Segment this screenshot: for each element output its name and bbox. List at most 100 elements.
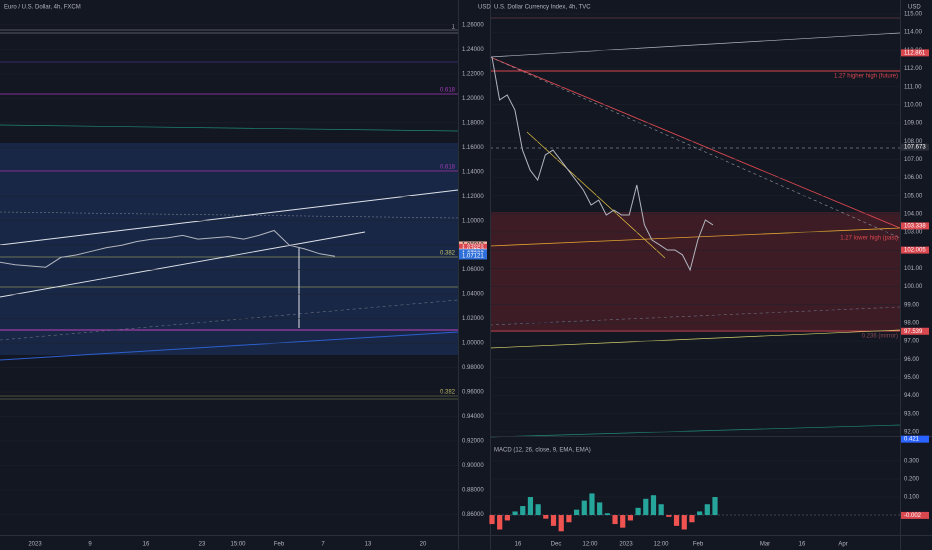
y-tick-label: 110.00 <box>904 102 923 108</box>
x-tick-label: Dec <box>551 542 562 548</box>
y-tick-label: 1.26000 <box>462 23 484 29</box>
y-tick-label: 1.00000 <box>462 341 484 347</box>
x-tick-label: 2023 <box>619 542 633 548</box>
y-tick-label: 100.00 <box>904 284 923 290</box>
y-tick-label: 1.12000 <box>462 194 484 200</box>
histogram-bar <box>681 515 687 530</box>
histogram-bar <box>512 511 518 516</box>
histogram-bar <box>497 515 503 530</box>
price-label: 107.673 <box>904 145 926 151</box>
price-label-bg <box>901 222 929 230</box>
y-tick-label: 115.00 <box>904 12 923 18</box>
histogram-bar <box>597 502 603 516</box>
y-tick-label: 1.22000 <box>462 71 484 77</box>
x-tick-label: 7 <box>321 542 325 548</box>
trend-line <box>489 329 901 349</box>
price-label-bg <box>459 252 487 260</box>
trend-line <box>0 231 366 298</box>
y-tick-label: 112.00 <box>904 66 923 72</box>
x-tick-label: Mar <box>760 542 770 548</box>
histogram-bar <box>666 515 672 517</box>
price-label-bg <box>901 327 929 335</box>
fib-label: 0.618 <box>440 88 456 94</box>
y-tick-label: 1.02000 <box>462 316 484 322</box>
histogram-bar <box>489 515 495 525</box>
fib-zone <box>0 143 458 355</box>
axis-unit: USD <box>478 5 491 11</box>
x-tick-label: 16 <box>143 542 150 548</box>
y-tick-label: 92.00 <box>904 429 920 435</box>
y-tick-label: 0.98000 <box>462 365 484 371</box>
y-tick-label: 0.94000 <box>462 414 484 420</box>
y-tick-label: 107.00 <box>904 157 923 163</box>
trend-line <box>0 189 459 246</box>
y-tick-label: 99.00 <box>904 302 920 308</box>
indicator-title: MACD (12, 26, close, 9, EMA, EMA) <box>494 448 591 454</box>
x-tick-label: 16 <box>799 542 806 548</box>
histogram-bar <box>635 507 641 516</box>
y-tick-label: 0.88000 <box>462 487 484 493</box>
histogram-bar <box>689 515 695 523</box>
histogram-bar <box>712 497 718 516</box>
x-tick-label: 15:00 <box>230 542 246 548</box>
y-tick-label: 0.200 <box>904 477 920 483</box>
trend-line <box>526 131 666 259</box>
price-label: 112.861 <box>904 50 926 56</box>
y-tick-label: 108.00 <box>904 139 923 145</box>
price-label: -0.002 <box>904 513 922 519</box>
y-tick-label: 106.00 <box>904 175 923 181</box>
histogram-bar <box>658 504 664 516</box>
fib-label: 0.382 <box>440 251 456 257</box>
x-tick-label: 9 <box>88 542 92 548</box>
histogram-bar <box>673 515 680 526</box>
axis-unit: USD <box>908 5 921 11</box>
trend-line <box>489 306 901 326</box>
x-tick-label: 12:00 <box>582 542 598 548</box>
histogram-bar <box>604 513 610 516</box>
histogram-bar <box>527 497 534 516</box>
x-tick-label: 20 <box>420 542 427 548</box>
y-tick-label: 114.00 <box>904 30 923 36</box>
trend-line <box>0 331 459 361</box>
histogram-bar <box>535 504 541 516</box>
fib-label: 0.618 <box>440 165 456 171</box>
y-tick-label: 1.14000 <box>462 169 484 175</box>
fib-label: 1 <box>452 25 456 31</box>
y-tick-label: 101.00 <box>904 266 923 272</box>
x-tick-label: 13 <box>365 542 372 548</box>
y-tick-label: 104.00 <box>904 211 923 217</box>
y-tick-label: 0.300 <box>904 459 920 465</box>
level-line <box>0 124 459 132</box>
y-tick-label: 1.24000 <box>462 47 484 53</box>
histogram-bar <box>504 515 510 521</box>
y-tick-label: 1.06000 <box>462 267 484 273</box>
y-tick-label: 98.00 <box>904 320 920 326</box>
trend-line <box>0 299 459 341</box>
y-tick-label: 0.100 <box>904 495 920 501</box>
histogram-bar <box>520 506 526 516</box>
trend-line <box>489 424 901 438</box>
price-label-bg <box>901 435 929 443</box>
trend-line <box>489 56 901 239</box>
price-line <box>491 57 714 272</box>
level-line <box>0 211 459 219</box>
histogram-bar <box>650 495 657 516</box>
histogram-bar <box>550 515 557 526</box>
y-tick-label: 94.00 <box>904 393 920 399</box>
chart-title: U.S. Dollar Currency Index, 4h, TVC <box>494 5 591 11</box>
x-tick-label: Feb <box>693 542 704 548</box>
x-tick-label: 2023 <box>28 542 42 548</box>
price-line <box>0 229 336 268</box>
histogram-bar <box>627 515 634 521</box>
y-tick-label: 95.00 <box>904 375 920 381</box>
x-tick-label: 12:00 <box>653 542 669 548</box>
y-tick-label: 96.00 <box>904 357 920 363</box>
histogram-bar <box>589 493 595 516</box>
y-tick-label: 105.00 <box>904 193 923 199</box>
price-label-bg <box>901 511 929 519</box>
y-tick-label: 111.00 <box>904 84 922 90</box>
y-tick-label: 0.92000 <box>462 439 484 445</box>
annotation: 1.27 higher high (future) <box>834 74 898 80</box>
x-tick-label: 16 <box>515 542 522 548</box>
